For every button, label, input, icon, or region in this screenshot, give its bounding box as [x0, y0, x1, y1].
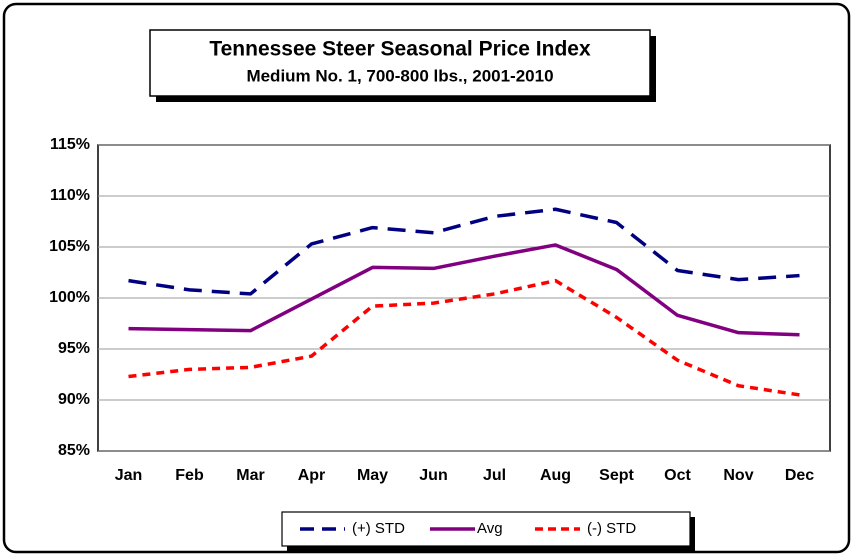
- x-tick-label: Mar: [236, 467, 264, 484]
- y-tick-label: 85%: [58, 442, 90, 459]
- legend-label: (+) STD: [352, 520, 405, 537]
- y-tick-label: 115%: [50, 136, 90, 153]
- y-tick-label: 105%: [49, 238, 90, 255]
- x-tick-label: Aug: [540, 467, 571, 484]
- x-tick-label: Nov: [723, 467, 753, 484]
- chart-title: Tennessee Steer Seasonal Price Index: [209, 38, 591, 61]
- legend-label: (-) STD: [587, 520, 636, 537]
- x-tick-label: Oct: [664, 467, 691, 484]
- y-tick-label: 110%: [50, 187, 90, 204]
- y-tick-label: 100%: [49, 289, 90, 306]
- x-tick-label: May: [357, 467, 388, 484]
- x-tick-label: Apr: [298, 467, 326, 484]
- x-tick-label: Sept: [599, 467, 634, 484]
- legend-box: [281, 511, 691, 547]
- title-box: [149, 29, 651, 97]
- x-tick-label: Jan: [115, 467, 143, 484]
- y-tick-label: 90%: [58, 391, 90, 408]
- x-tick-label: Jun: [419, 467, 447, 484]
- x-tick-label: Dec: [785, 467, 814, 484]
- series-line: [128, 278, 800, 397]
- series-line: [128, 243, 800, 337]
- x-tick-label: Jul: [483, 467, 506, 484]
- y-tick-label: 95%: [58, 340, 90, 357]
- chart-subtitle: Medium No. 1, 700-800 lbs., 2001-2010: [246, 66, 553, 85]
- series-line: [128, 207, 800, 296]
- legend-label: Avg: [477, 520, 503, 537]
- x-tick-label: Feb: [175, 467, 204, 484]
